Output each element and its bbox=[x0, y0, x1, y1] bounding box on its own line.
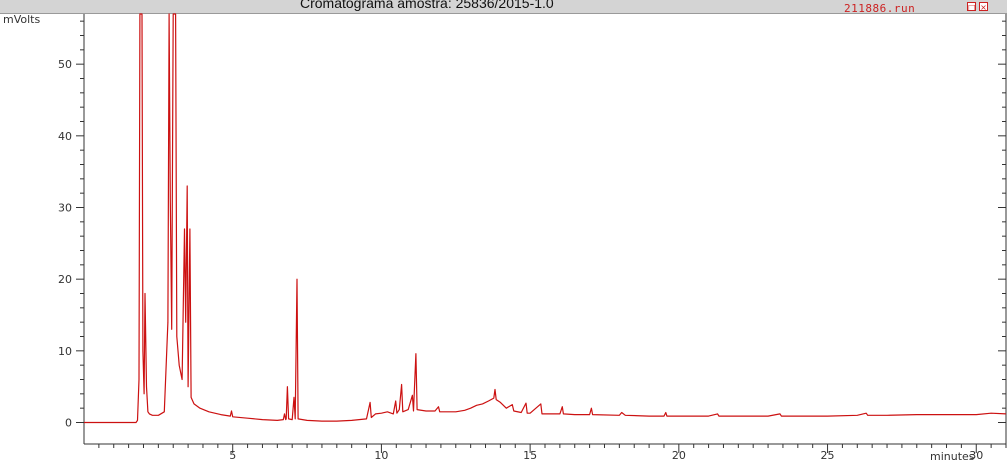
x-tick-label: 20 bbox=[672, 449, 686, 462]
x-tick-label: 15 bbox=[523, 449, 537, 462]
x-axis-unit: minutes bbox=[930, 450, 975, 463]
x-tick-label: 5 bbox=[229, 449, 236, 462]
y-ticks: 0 10 20 30 40 50 bbox=[58, 20, 1006, 430]
y-tick-label: 50 bbox=[58, 58, 72, 71]
close-icon[interactable]: × bbox=[979, 2, 988, 12]
window-title-bar: Cromatograma amostra: 25836/2015-1.0 211… bbox=[0, 0, 1007, 14]
y-tick-label: 40 bbox=[58, 130, 72, 143]
x-ticks: 5 10 15 20 25 30 bbox=[98, 444, 1007, 462]
y-tick-label: 20 bbox=[58, 273, 72, 286]
y-axis-unit: mVolts bbox=[3, 13, 40, 26]
restore-icon[interactable]: □ bbox=[967, 2, 976, 12]
y-tick-label: 0 bbox=[65, 417, 72, 430]
y-tick-label: 30 bbox=[58, 202, 72, 215]
chromatogram-trace bbox=[84, 13, 1007, 424]
x-tick-label: 30 bbox=[969, 449, 983, 462]
chart-title: Cromatograma amostra: 25836/2015-1.0 bbox=[300, 0, 554, 11]
x-tick-label: 25 bbox=[821, 449, 835, 462]
x-tick-label: 10 bbox=[374, 449, 388, 462]
run-file-label: 211886.run bbox=[844, 2, 916, 14]
y-tick-label: 10 bbox=[58, 345, 72, 358]
